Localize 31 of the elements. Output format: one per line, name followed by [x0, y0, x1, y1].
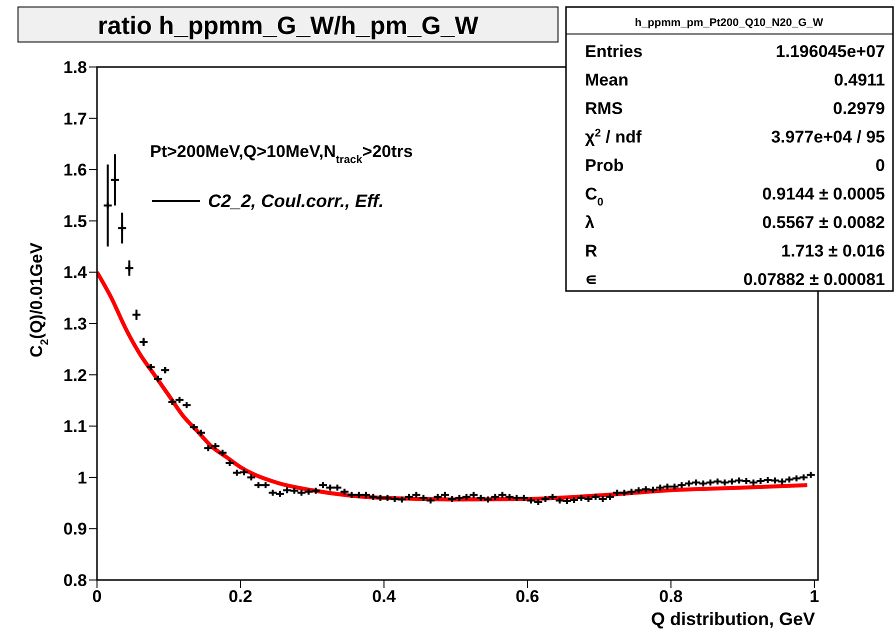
annotation: Pt>200MeV,Q>10MeV,N$_{track}$>20trs	[150, 142, 413, 166]
y-tick-label: 0.8	[63, 571, 87, 590]
legend-label: C2_2, Coul.corr., Eff.	[208, 191, 384, 211]
text: RMS 0.2979	[585, 99, 885, 118]
y-tick-label: 1.6	[63, 160, 87, 180]
text: Mean 0.4911	[585, 70, 885, 90]
y-tick-label: 1.7	[63, 109, 87, 128]
y-tick-label: 1.5	[63, 212, 87, 231]
text: χ$^{2}$ / ndf 3.977e+04 / 95	[585, 128, 885, 146]
text: R 1.713 ± 0.016	[585, 242, 885, 260]
x-tick-label: 0.6	[516, 587, 540, 606]
y-tick-label: 0.9	[63, 520, 87, 539]
y-tick-label: 1.3	[63, 314, 87, 334]
x-tick-label: 0.2	[228, 587, 252, 606]
x-tick-label: 0.8	[659, 587, 683, 606]
x-tick-label: 1	[810, 587, 820, 606]
y-tick-label: 1	[78, 468, 87, 488]
x-tick-label: 0	[92, 587, 102, 606]
y-tick-label: 1.1	[63, 417, 87, 436]
x-axis-title: Q distribution, GeV	[650, 609, 815, 629]
text: Entries 1.196045e+07	[585, 42, 885, 61]
y-tick-label: 1.4	[63, 263, 88, 282]
text: h_ppmm_pm_Pt200_Q10_N20_G_W	[634, 17, 824, 29]
text: ∊ 0.07882 ± 0.00081	[585, 270, 885, 289]
text: C$_{0}$ 0.9144 ± 0.0005	[585, 184, 885, 208]
y-tick-label: 1.8	[63, 58, 87, 78]
chart-title: ratio h_ppmm_G_W/h_pm_G_W	[98, 12, 479, 40]
text: Prob 0	[585, 156, 885, 175]
y-tick-label: 1.2	[63, 366, 87, 385]
x-tick-label: 0.4	[372, 587, 396, 606]
text: λ 0.5567 ± 0.0082	[585, 213, 885, 232]
